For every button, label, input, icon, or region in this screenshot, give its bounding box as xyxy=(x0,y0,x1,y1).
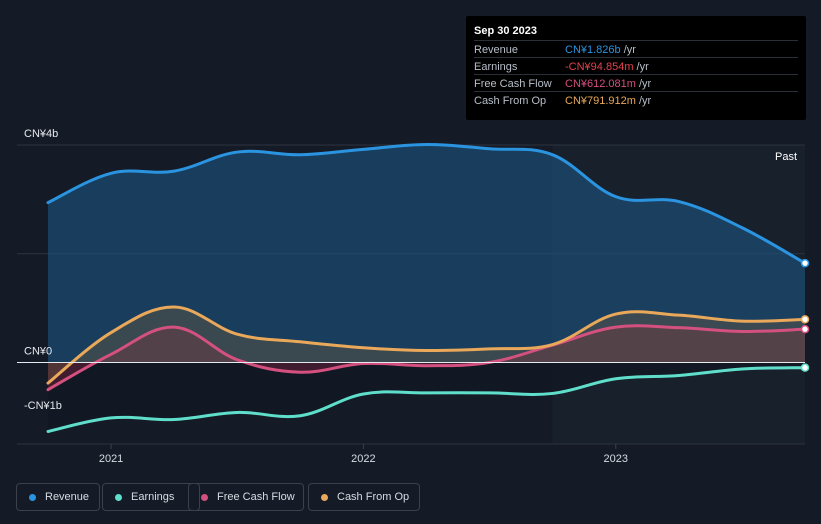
x-tick-label: 2021 xyxy=(99,453,123,465)
endpoint-cash-from-op xyxy=(800,315,810,324)
y-axis: CN¥4b CN¥0 -CN¥1b xyxy=(24,128,62,412)
x-tick-label: 2022 xyxy=(351,453,375,465)
tooltip-value: CN¥1.826b /yr xyxy=(565,44,636,56)
series-lines xyxy=(17,142,807,433)
tooltip-label: Cash From Op xyxy=(474,95,547,107)
line-earnings xyxy=(46,366,807,433)
cash-from-op-dot-icon xyxy=(321,494,328,501)
legend-label: Revenue xyxy=(45,491,90,503)
past-label: Past xyxy=(775,151,797,163)
tooltip-value-number: CN¥612.081m xyxy=(565,78,636,90)
tooltip-label: Free Cash Flow xyxy=(474,78,552,90)
free-cash-flow-dot-icon xyxy=(201,494,208,501)
tooltip-value: CN¥612.081m /yr xyxy=(565,78,651,90)
area-earnings xyxy=(48,362,805,432)
x-axis: 2021 2022 2023 xyxy=(99,444,628,465)
tooltip-value-unit: /yr xyxy=(639,95,652,107)
tooltip-value: CN¥791.912m /yr xyxy=(565,95,651,107)
tooltip-label: Revenue xyxy=(474,44,519,56)
legend-item-revenue[interactable]: Revenue xyxy=(16,483,100,511)
line-free-cash-flow xyxy=(46,324,807,392)
tooltip-value-unit: /yr xyxy=(636,61,649,73)
tooltip-value-number: CN¥791.912m xyxy=(565,95,636,107)
area-free-cash-flow xyxy=(48,325,805,390)
legend-item-free-cash-flow[interactable]: Free Cash Flow xyxy=(188,483,304,511)
y-tick-label: -CN¥1b xyxy=(24,400,62,412)
x-tick-label: 2023 xyxy=(604,453,628,465)
tooltip-value-unit: /yr xyxy=(623,44,636,56)
revenue-dot-icon xyxy=(29,494,36,501)
tooltip-value-number: CN¥1.826b xyxy=(565,44,621,56)
area-revenue xyxy=(48,144,805,363)
endpoint-revenue xyxy=(800,258,810,268)
legend-label: Free Cash Flow xyxy=(217,491,295,503)
tooltip: Sep 30 2023 Revenue CN¥1.826b /yr Earnin… xyxy=(466,16,806,120)
legend-item-earnings[interactable]: Earnings xyxy=(102,483,200,511)
y-tick-label: CN¥0 xyxy=(24,345,52,357)
tooltip-date: Sep 30 2023 xyxy=(474,25,537,37)
legend-label: Cash From Op xyxy=(337,491,410,503)
earnings-dot-icon xyxy=(115,494,122,501)
endpoint-free-cash-flow xyxy=(800,324,810,334)
line-revenue xyxy=(46,142,807,265)
tooltip-row-cash-from-op: Cash From Op CN¥791.912m /yr xyxy=(474,91,798,109)
tooltip-row-free-cash-flow: Free Cash Flow CN¥612.081m /yr xyxy=(474,74,798,92)
tooltip-value-unit: /yr xyxy=(639,78,652,90)
tooltip-value: -CN¥94.854m /yr xyxy=(565,61,649,73)
y-tick-label: CN¥4b xyxy=(24,128,58,140)
line-cash-from-op xyxy=(46,305,807,385)
legend-item-cash-from-op[interactable]: Cash From Op xyxy=(308,483,420,511)
series-endpoints xyxy=(800,258,810,372)
legend-label: Earnings xyxy=(131,491,175,503)
tooltip-row-earnings: Earnings -CN¥94.854m /yr xyxy=(474,57,798,75)
tooltip-label: Earnings xyxy=(474,61,518,73)
tooltip-row-revenue: Revenue CN¥1.826b /yr xyxy=(474,40,798,58)
tooltip-value-number: -CN¥94.854m xyxy=(565,61,634,73)
endpoint-earnings xyxy=(800,363,810,372)
